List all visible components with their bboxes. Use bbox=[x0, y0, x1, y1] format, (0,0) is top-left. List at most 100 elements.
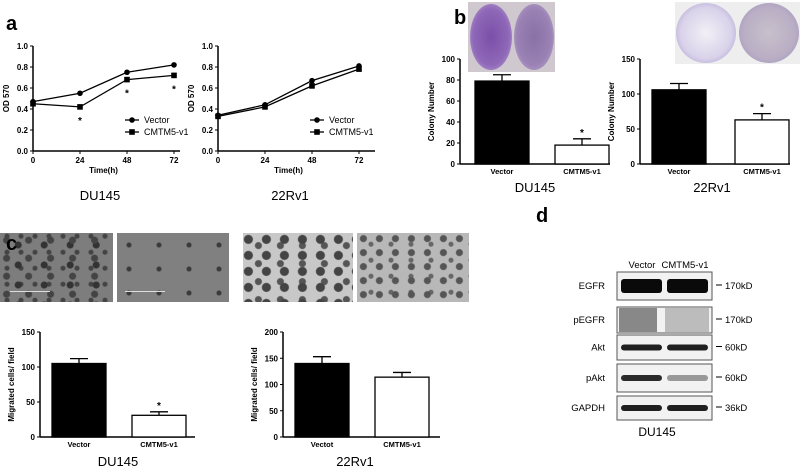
x-tick-label: 24 bbox=[261, 156, 270, 165]
significance-star: * bbox=[157, 401, 161, 412]
bar-cmtm5 bbox=[374, 376, 430, 438]
y-axis-label: OD 570 bbox=[187, 84, 196, 112]
panel-label-b: b bbox=[454, 7, 466, 29]
cell-line-label: DU145 bbox=[638, 425, 676, 439]
protein-band bbox=[621, 405, 662, 411]
y-tick-label: 0 bbox=[31, 433, 36, 442]
y-tick-label: 80 bbox=[446, 76, 455, 85]
protein-label: GAPDH bbox=[571, 403, 605, 414]
colony-photo-du145 bbox=[468, 2, 555, 72]
y-tick-label: 50 bbox=[269, 407, 278, 416]
y-tick-label: 20 bbox=[446, 139, 455, 148]
y-axis-label: Migrated cells/ field bbox=[250, 347, 259, 421]
data-point bbox=[124, 69, 130, 76]
significance-star: * bbox=[580, 128, 584, 139]
cell-line-label: 22Rv1 bbox=[336, 454, 374, 469]
legend-marker bbox=[129, 117, 135, 123]
y-tick-label: 50 bbox=[626, 125, 635, 134]
panel-label-d: d bbox=[536, 205, 548, 227]
cell-line-label: 22Rv1 bbox=[693, 180, 731, 195]
x-tick-label: 0 bbox=[216, 156, 221, 165]
data-point bbox=[30, 100, 36, 107]
bar-cmtm5 bbox=[131, 414, 187, 438]
cell-line-label: DU145 bbox=[515, 180, 555, 195]
dish-vector bbox=[470, 4, 512, 70]
y-tick-label: 200 bbox=[265, 328, 279, 337]
y-tick-label: 0.8 bbox=[17, 63, 29, 72]
x-axis-label: Time(h) bbox=[274, 166, 303, 175]
protein-band bbox=[667, 344, 708, 351]
x-tick-label: 48 bbox=[123, 156, 132, 165]
x-tick-label: 72 bbox=[355, 156, 364, 165]
dish-cmtm5 bbox=[514, 4, 554, 70]
bar-vector bbox=[651, 89, 707, 165]
x-tick-label: CMTM5-v1 bbox=[563, 167, 601, 176]
lane-label: Vector bbox=[629, 260, 656, 271]
y-tick-label: 50 bbox=[26, 398, 35, 407]
significance-star: * bbox=[760, 103, 764, 114]
data-point bbox=[356, 66, 362, 72]
x-tick-label: 72 bbox=[170, 156, 179, 165]
scale-bar bbox=[10, 291, 50, 292]
y-axis-label: Colony Number bbox=[427, 82, 436, 142]
panel-label-c: c bbox=[6, 233, 17, 255]
legend-marker bbox=[314, 117, 320, 123]
molecular-weight-label: 36kD bbox=[725, 403, 747, 414]
y-tick-label: 100 bbox=[622, 90, 636, 99]
scale-bar bbox=[125, 291, 165, 292]
protein-band bbox=[621, 375, 662, 381]
y-tick-label: 0.4 bbox=[202, 105, 214, 114]
migration-photo-22rv1-vector bbox=[243, 233, 353, 302]
migration-photo-du145-cmtm5 bbox=[117, 233, 229, 302]
migration-photo-22rv1-cmtm5 bbox=[357, 233, 469, 302]
bar-cmtm5 bbox=[734, 119, 790, 165]
protein-band bbox=[667, 375, 708, 381]
molecular-weight-label: 170kD bbox=[725, 281, 753, 292]
y-tick-label: 0 bbox=[274, 433, 279, 442]
y-tick-label: 0 bbox=[451, 160, 456, 169]
migration-photo-du145-vector bbox=[0, 233, 113, 302]
y-tick-label: 0.2 bbox=[202, 126, 214, 135]
significance-star: * bbox=[125, 89, 129, 100]
y-tick-label: 60 bbox=[446, 97, 455, 106]
legend-label: CMTM5-v1 bbox=[144, 127, 189, 137]
series-line-0 bbox=[217, 65, 360, 116]
y-axis-label: Colony Number bbox=[607, 82, 616, 142]
panel-label-a: a bbox=[6, 13, 18, 35]
y-tick-label: 0.6 bbox=[202, 84, 214, 93]
series-line-1 bbox=[32, 74, 175, 108]
protein-label: EGFR bbox=[579, 281, 606, 292]
x-tick-label: 48 bbox=[308, 156, 317, 165]
y-axis-label: Migrated cells/ field bbox=[7, 347, 16, 421]
series-line-1 bbox=[217, 68, 360, 117]
y-tick-label: 150 bbox=[22, 328, 36, 337]
y-tick-label: 40 bbox=[446, 118, 455, 127]
x-tick-label: Vector bbox=[68, 440, 91, 449]
x-tick-label: 24 bbox=[76, 156, 85, 165]
y-tick-label: 0.0 bbox=[202, 147, 214, 156]
y-tick-label: 150 bbox=[622, 55, 636, 64]
legend-label: Vector bbox=[329, 115, 355, 125]
bar-vector bbox=[51, 362, 107, 438]
y-tick-label: 100 bbox=[265, 381, 279, 390]
blot-smear bbox=[665, 308, 709, 332]
x-axis-label: Time(h) bbox=[89, 166, 118, 175]
y-tick-label: 0.6 bbox=[17, 84, 29, 93]
legend-marker bbox=[314, 129, 320, 135]
cell-line-label: 22Rv1 bbox=[271, 188, 309, 203]
data-point bbox=[309, 83, 315, 89]
legend-marker bbox=[129, 129, 135, 135]
x-tick-label: CMTM5-v1 bbox=[743, 167, 781, 176]
x-tick-label: Vector bbox=[491, 167, 514, 176]
x-tick-label: CMTM5-v1 bbox=[383, 440, 421, 449]
cell-line-label: DU145 bbox=[98, 454, 138, 469]
y-tick-label: 100 bbox=[22, 363, 36, 372]
legend-label: Vector bbox=[144, 115, 170, 125]
bar-cmtm5 bbox=[554, 144, 610, 165]
protein-label: Akt bbox=[591, 343, 605, 354]
y-tick-label: 1.0 bbox=[17, 42, 29, 51]
x-tick-label: Vector bbox=[668, 167, 691, 176]
series-line-0 bbox=[32, 64, 175, 103]
